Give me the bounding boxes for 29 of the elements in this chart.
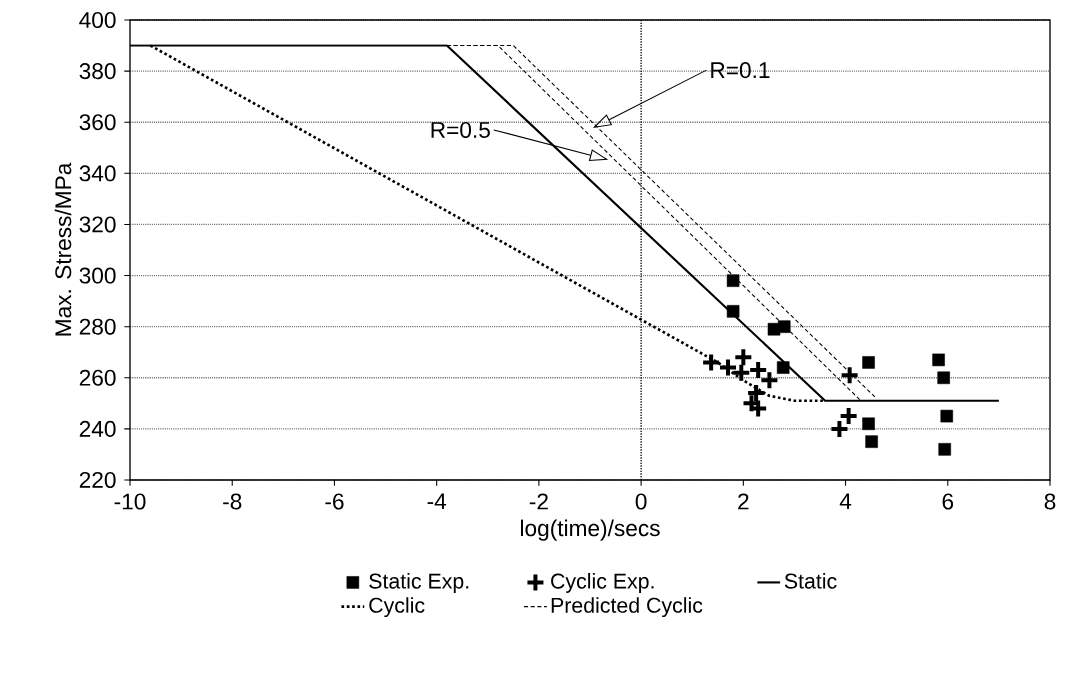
x-tick-label: -4 xyxy=(427,493,447,510)
legend-label: Static xyxy=(784,573,837,589)
legend-label: Cyclic Exp. xyxy=(551,573,654,594)
y-tick-label: 260 xyxy=(79,369,116,386)
annotation: R=0.1 xyxy=(711,62,770,79)
y-tick-label: 300 xyxy=(79,267,116,284)
y-axis-title: Max. Stress/MPa xyxy=(54,162,72,336)
x-axis-title: log(time)/secs xyxy=(520,519,660,541)
legend-label: Predicted Cyclic xyxy=(551,597,703,618)
y-tick-label: 280 xyxy=(79,318,116,335)
x-tick-label: -6 xyxy=(325,493,344,510)
y-tick-label: 320 xyxy=(79,216,116,233)
x-tick-label: 4 xyxy=(839,493,852,510)
x-tick-label: -10 xyxy=(114,493,146,510)
x-tick-label: -2 xyxy=(529,493,548,510)
y-tick-label: 340 xyxy=(79,165,116,182)
x-tick-label: 6 xyxy=(942,493,954,510)
x-tick-label: -8 xyxy=(223,493,242,510)
legend-label: Cyclic xyxy=(369,597,425,618)
y-tick-label: 240 xyxy=(79,421,116,438)
y-tick-label: 380 xyxy=(79,63,116,80)
annotation: R=0.5 xyxy=(431,122,490,139)
legend-label: Static Exp. xyxy=(369,573,469,594)
x-tick-label: 8 xyxy=(1044,493,1056,510)
y-tick-label: 400 xyxy=(79,12,116,29)
x-tick-label: 0 xyxy=(635,493,647,510)
x-tick-label: 2 xyxy=(738,493,749,510)
y-tick-label: 220 xyxy=(79,472,116,489)
y-tick-label: 360 xyxy=(79,114,116,131)
